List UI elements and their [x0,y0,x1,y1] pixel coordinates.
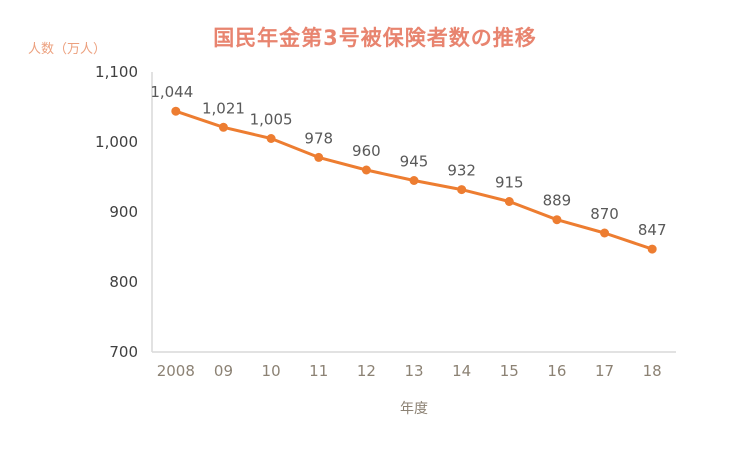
y-tick-label: 1,000 [95,133,138,151]
x-axis-title: 年度 [400,401,428,417]
data-point-marker [266,134,276,143]
x-tick-label: 13 [404,362,423,380]
data-point-label: 889 [543,192,572,210]
data-point-label: 978 [304,129,333,147]
data-point-label: 870 [590,205,619,223]
data-point-label: 1,021 [202,99,245,117]
data-point-label: 1,044 [150,83,193,101]
x-tick-label: 11 [309,362,328,380]
x-tick-label: 09 [214,362,233,380]
data-point-label: 932 [447,162,476,180]
data-point-label: 945 [400,153,429,171]
data-point-marker [171,106,181,116]
data-point-marker [552,215,562,225]
data-point-marker [647,244,657,254]
data-point-marker [600,228,610,238]
y-tick-label: 900 [109,203,138,221]
data-point-marker [409,176,419,185]
data-point-marker [218,122,228,132]
data-point-marker [457,185,467,195]
data-point-label: 960 [352,142,381,160]
data-point-label: 847 [638,221,667,239]
data-point-marker [314,152,324,162]
data-point-label: 915 [495,174,524,192]
data-point-label: 1,005 [250,111,293,129]
x-tick-label: 16 [547,362,566,380]
x-tick-label: 14 [452,362,471,380]
x-tick-label: 12 [357,362,376,380]
data-point-marker [504,197,514,206]
y-tick-label: 800 [109,273,138,291]
x-tick-label: 15 [500,362,519,380]
y-tick-label: 700 [109,343,138,361]
x-tick-label: 18 [643,362,662,380]
chart-title: 国民年金第3号被保険者数の推移 [213,26,537,50]
x-tick-label: 10 [262,362,281,380]
y-axis-unit-label: 人数（万人） [28,42,107,57]
data-point-marker [361,165,371,175]
x-tick-label: 2008 [157,362,195,380]
x-tick-label: 17 [595,362,614,380]
y-tick-label: 1,100 [95,63,138,81]
